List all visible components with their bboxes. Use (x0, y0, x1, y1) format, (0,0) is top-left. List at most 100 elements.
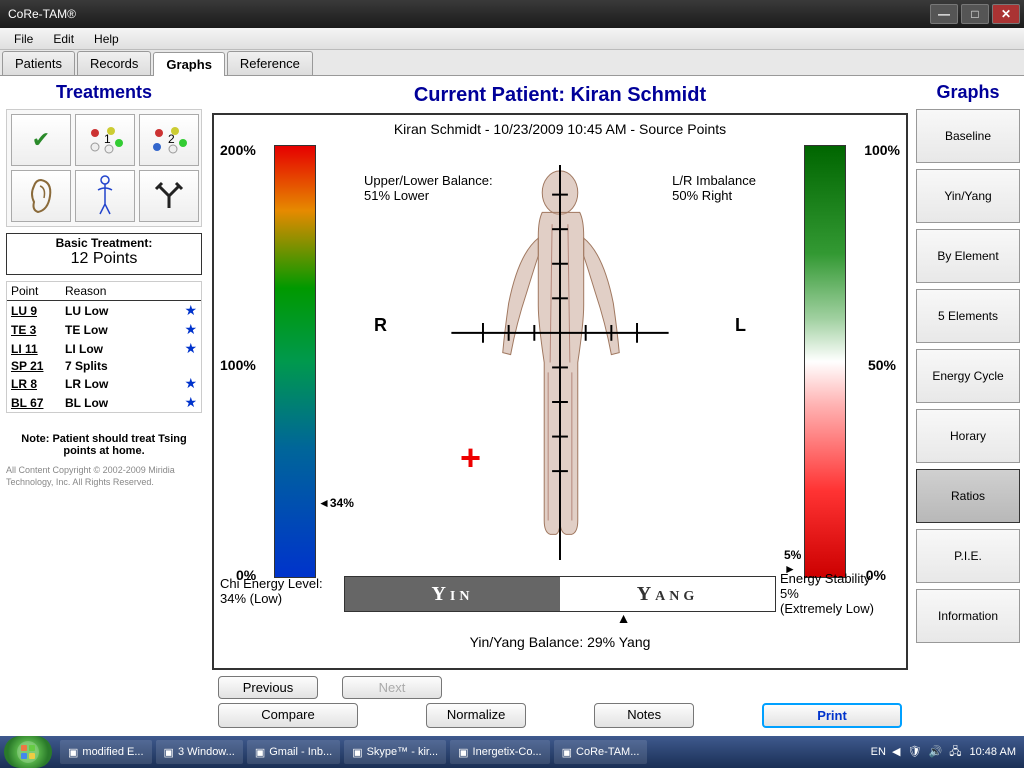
app-icon: ▣ (68, 746, 78, 759)
taskbar-item[interactable]: ▣Inergetix-Co... (450, 740, 550, 764)
system-tray: EN ◀ 🛡 🔊 🖧 10:48 AM (863, 743, 1024, 762)
taskbar-item[interactable]: ▣Gmail - Inb... (247, 740, 340, 764)
next-button[interactable]: Next (342, 676, 442, 699)
point-name: LR 8 (11, 377, 65, 391)
stability-gradient-bar (804, 145, 846, 578)
maximize-button[interactable]: □ (961, 4, 989, 24)
table-row[interactable]: LR 8LR Low★ (7, 374, 201, 393)
yinyang-balance-text: Yin/Yang Balance: 29% Yang (214, 634, 906, 650)
menu-help[interactable]: Help (84, 32, 129, 46)
basic-treatment-points: 12 Points (13, 250, 195, 268)
language-indicator[interactable]: EN (871, 746, 886, 758)
body-icon[interactable] (75, 170, 135, 222)
chi-bar-area: 200% 100% 0% ◄34% (216, 145, 336, 578)
close-button[interactable]: ✕ (992, 4, 1020, 24)
yin-label: Yin (345, 577, 560, 611)
graph-button-information[interactable]: Information (916, 589, 1020, 643)
windows-logo-icon (16, 740, 40, 764)
minimize-button[interactable]: — (930, 4, 958, 24)
table-row[interactable]: SP 217 Splits (7, 358, 201, 374)
taskbar-item[interactable]: ▣Skype™ - kir... (344, 740, 446, 764)
graph-frame: Kiran Schmidt - 10/23/2009 10:45 AM - So… (212, 113, 908, 670)
taskbar-item[interactable]: ▣modified E... (60, 740, 152, 764)
star-icon: ★ (184, 321, 197, 338)
point-name: BL 67 (11, 396, 65, 410)
app-icon: ▣ (164, 746, 174, 759)
copyright-text: All Content Copyright © 2002-2009 Miridi… (6, 465, 202, 488)
graph-button-p-i-e-[interactable]: P.I.E. (916, 529, 1020, 583)
checkmark-icon[interactable]: ✔ (11, 114, 71, 166)
tab-patients[interactable]: Patients (2, 51, 75, 75)
normalize-button[interactable]: Normalize (426, 703, 527, 728)
point-reason: LR Low (65, 377, 184, 391)
start-button[interactable] (4, 736, 52, 768)
svg-text:1: 1 (104, 132, 111, 146)
treatment-icon-grid: ✔ 1 2 (6, 109, 202, 227)
right-panel: Graphs Baseline Yin/Yang By Element 5 Eleme… (912, 76, 1024, 736)
graph-button-horary[interactable]: Horary (916, 409, 1020, 463)
taskbar-item[interactable]: ▣3 Window... (156, 740, 243, 764)
dots1-icon[interactable]: 1 (75, 114, 135, 166)
treatments-title: Treatments (6, 82, 202, 103)
plus-marker-icon: + (460, 437, 481, 479)
point-name: LI 11 (11, 342, 65, 356)
table-row[interactable]: LI 11LI Low★ (7, 339, 201, 358)
taskbar-item[interactable]: ▣CoRe-TAM... (554, 740, 648, 764)
point-name: LU 9 (11, 304, 65, 318)
point-reason: 7 Splits (65, 359, 197, 373)
graph-button-by-element[interactable]: By Element (916, 229, 1020, 283)
action-button-row: Compare Normalize Notes Print (212, 703, 908, 728)
dots2-icon[interactable]: 2 (139, 114, 199, 166)
col-reason: Reason (61, 282, 201, 300)
branch-icon[interactable] (139, 170, 199, 222)
notes-button[interactable]: Notes (594, 703, 694, 728)
stability-text: Energy Stability 5% (Extremely Low) (780, 571, 900, 616)
graph-button-energy-cycle[interactable]: Energy Cycle (916, 349, 1020, 403)
middle-panel: Current Patient: Kiran Schmidt Kiran Sch… (208, 76, 912, 736)
graph-button-ratios[interactable]: Ratios (916, 469, 1020, 523)
tab-graphs[interactable]: Graphs (153, 52, 225, 76)
star-icon: ★ (184, 302, 197, 319)
tab-reference[interactable]: Reference (227, 51, 313, 75)
app-icon: ▣ (562, 746, 572, 759)
ear-icon[interactable] (11, 170, 71, 222)
taskbar: ▣modified E...▣3 Window...▣Gmail - Inb..… (0, 736, 1024, 768)
print-button[interactable]: Print (762, 703, 902, 728)
menubar: File Edit Help (0, 28, 1024, 50)
yinyang-marker-icon: ▲ (617, 610, 631, 626)
point-name: TE 3 (11, 323, 65, 337)
star-icon: ★ (184, 375, 197, 392)
points-table: Point Reason LU 9LU Low★TE 3TE Low★LI 11… (6, 281, 202, 413)
svg-text:2: 2 (168, 132, 175, 146)
previous-button[interactable]: Previous (218, 676, 318, 699)
point-reason: BL Low (65, 396, 184, 410)
point-name: SP 21 (11, 359, 65, 373)
stab-mid-label: 50% (868, 357, 896, 373)
table-row[interactable]: LU 9LU Low★ (7, 301, 201, 320)
chi-energy-text: Chi Energy Level: 34% (Low) (220, 576, 340, 606)
graph-button-baseline[interactable]: Baseline (916, 109, 1020, 163)
point-reason: LI Low (65, 342, 184, 356)
clock[interactable]: 10:48 AM (970, 746, 1016, 758)
body-diagram: Upper/Lower Balance: 51% Lower L/R Imbal… (344, 165, 776, 560)
app-icon: ▣ (352, 746, 362, 759)
stab-top-label: 100% (864, 142, 900, 158)
chi-mid-label: 100% (220, 357, 256, 373)
menu-edit[interactable]: Edit (43, 32, 84, 46)
table-row[interactable]: BL 67BL Low★ (7, 393, 201, 412)
graph-button-yin-yang[interactable]: Yin/Yang (916, 169, 1020, 223)
point-reason: LU Low (65, 304, 184, 318)
left-panel: Treatments ✔ 1 2 Basic Treatment: 12 Poi… (0, 76, 208, 736)
tray-icons[interactable]: ◀ 🛡 🔊 🖧 (892, 743, 964, 762)
graphs-title: Graphs (916, 82, 1020, 103)
window-title: CoRe-TAM® (4, 7, 927, 21)
note-text: Note: Patient should treat Tsing points … (6, 433, 202, 457)
table-row[interactable]: TE 3TE Low★ (7, 320, 201, 339)
graph-button-5-elements[interactable]: 5 Elements (916, 289, 1020, 343)
menu-file[interactable]: File (4, 32, 43, 46)
l-label: L (735, 315, 746, 336)
compare-button[interactable]: Compare (218, 703, 358, 728)
chi-gradient-bar (274, 145, 316, 578)
tab-records[interactable]: Records (77, 51, 151, 75)
patient-title: Current Patient: Kiran Schmidt (212, 84, 908, 107)
